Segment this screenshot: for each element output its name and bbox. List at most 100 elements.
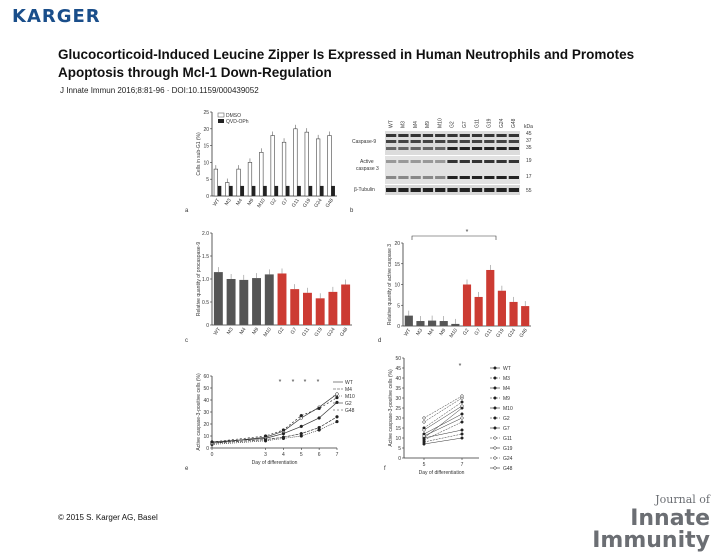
bar <box>474 296 483 326</box>
bar-qvd <box>240 185 245 196</box>
series-line <box>423 437 463 445</box>
bar <box>521 306 530 326</box>
band <box>422 188 434 192</box>
series-line <box>423 401 463 429</box>
series-line <box>423 413 463 435</box>
bar-dmso <box>293 128 298 197</box>
panel-label: f <box>384 466 386 472</box>
band <box>422 147 434 150</box>
data-point <box>460 412 464 416</box>
kda-value: 55 <box>526 188 532 194</box>
x-tick-label: 5 <box>300 452 303 458</box>
band <box>386 140 397 143</box>
y-tick-label: 1.5 <box>202 254 209 260</box>
lane-label: G7 <box>462 121 468 128</box>
band <box>410 188 421 192</box>
y-tick-label: 40 <box>203 398 209 404</box>
y-tick-label: 0.5 <box>202 300 209 306</box>
data-point <box>460 394 464 398</box>
x-tick-label: 4 <box>282 452 285 458</box>
blot-row-label: caspase 3 <box>356 166 379 172</box>
data-point <box>281 436 286 441</box>
blot-row-label: Caspase-9 <box>352 139 376 145</box>
bar <box>486 269 495 326</box>
bar <box>315 298 325 325</box>
data-point <box>299 434 303 438</box>
legend-label: WT <box>345 380 353 386</box>
lane-label: M4 <box>413 121 419 128</box>
y-tick-label: 15 <box>394 262 400 268</box>
y-tick-label: 10 <box>203 434 209 440</box>
band <box>471 160 483 163</box>
band <box>410 176 421 179</box>
data-point <box>281 428 286 432</box>
band <box>398 176 409 179</box>
band <box>410 147 421 150</box>
article-citation: J Innate Immun 2016;8:81-96 · DOI:10.115… <box>60 86 259 95</box>
x-tick-label: 0 <box>211 452 214 458</box>
bar-qvd <box>251 185 256 196</box>
panel-label: c <box>185 338 188 344</box>
data-point <box>263 434 268 438</box>
band <box>422 176 434 179</box>
series-line <box>423 417 463 437</box>
band <box>435 134 446 137</box>
x-tick-label: G2 <box>462 328 471 337</box>
x-tick-label: G7 <box>281 198 290 207</box>
y-tick-label: 10 <box>394 283 400 289</box>
x-tick-label: G11 <box>484 328 494 339</box>
band <box>398 188 409 192</box>
x-tick-label: G2 <box>277 327 286 336</box>
band <box>459 176 470 179</box>
y-tick-label: 0 <box>398 456 401 462</box>
data-point <box>335 400 339 405</box>
y-axis-label: Relative quantity of procaspase-9 <box>196 242 202 316</box>
legend-marker <box>493 376 497 380</box>
legend-label: M10 <box>345 394 355 400</box>
kda-header: kDa <box>524 124 533 130</box>
legend-label: G11 <box>503 436 512 442</box>
bar-qvd <box>308 185 313 196</box>
journal-name-line2: Immunity <box>592 528 710 553</box>
x-tick-label: G19 <box>313 327 323 338</box>
legend-label: G48 <box>345 408 355 414</box>
series-line <box>211 393 338 444</box>
lane-label: G48 <box>511 118 517 128</box>
bar <box>404 315 413 326</box>
legend-label: G24 <box>503 456 513 462</box>
band <box>484 140 495 143</box>
series-line <box>211 416 338 444</box>
bar-dmso <box>304 131 309 197</box>
band <box>496 160 507 163</box>
band <box>459 134 470 137</box>
y-tick-label: 0 <box>206 446 209 452</box>
data-point <box>335 395 339 400</box>
band <box>496 188 507 192</box>
legend-marker <box>493 396 497 400</box>
data-point <box>460 404 464 408</box>
x-tick-label: M9 <box>438 328 447 337</box>
significance-star: * <box>304 379 307 386</box>
y-tick-label: 35 <box>395 386 401 392</box>
data-point <box>460 416 464 420</box>
band <box>386 176 397 179</box>
data-point <box>422 442 426 446</box>
x-tick-label: 6 <box>318 452 321 458</box>
data-point <box>299 424 303 429</box>
x-tick-label: G24 <box>326 327 336 338</box>
bar <box>303 292 312 325</box>
lane-label: G24 <box>499 118 505 128</box>
karger-logo: KARGER <box>12 6 101 27</box>
data-point <box>460 420 464 424</box>
band <box>471 140 483 143</box>
x-tick-label: M3 <box>226 327 235 336</box>
lane-label: G19 <box>487 118 493 128</box>
band <box>398 160 409 163</box>
band <box>508 176 519 179</box>
y-tick-label: 50 <box>395 356 401 362</box>
data-point <box>460 436 464 440</box>
legend-label: M9 <box>503 396 510 402</box>
data-point <box>460 432 464 436</box>
band <box>410 134 421 137</box>
x-tick-label: 3 <box>264 452 267 458</box>
